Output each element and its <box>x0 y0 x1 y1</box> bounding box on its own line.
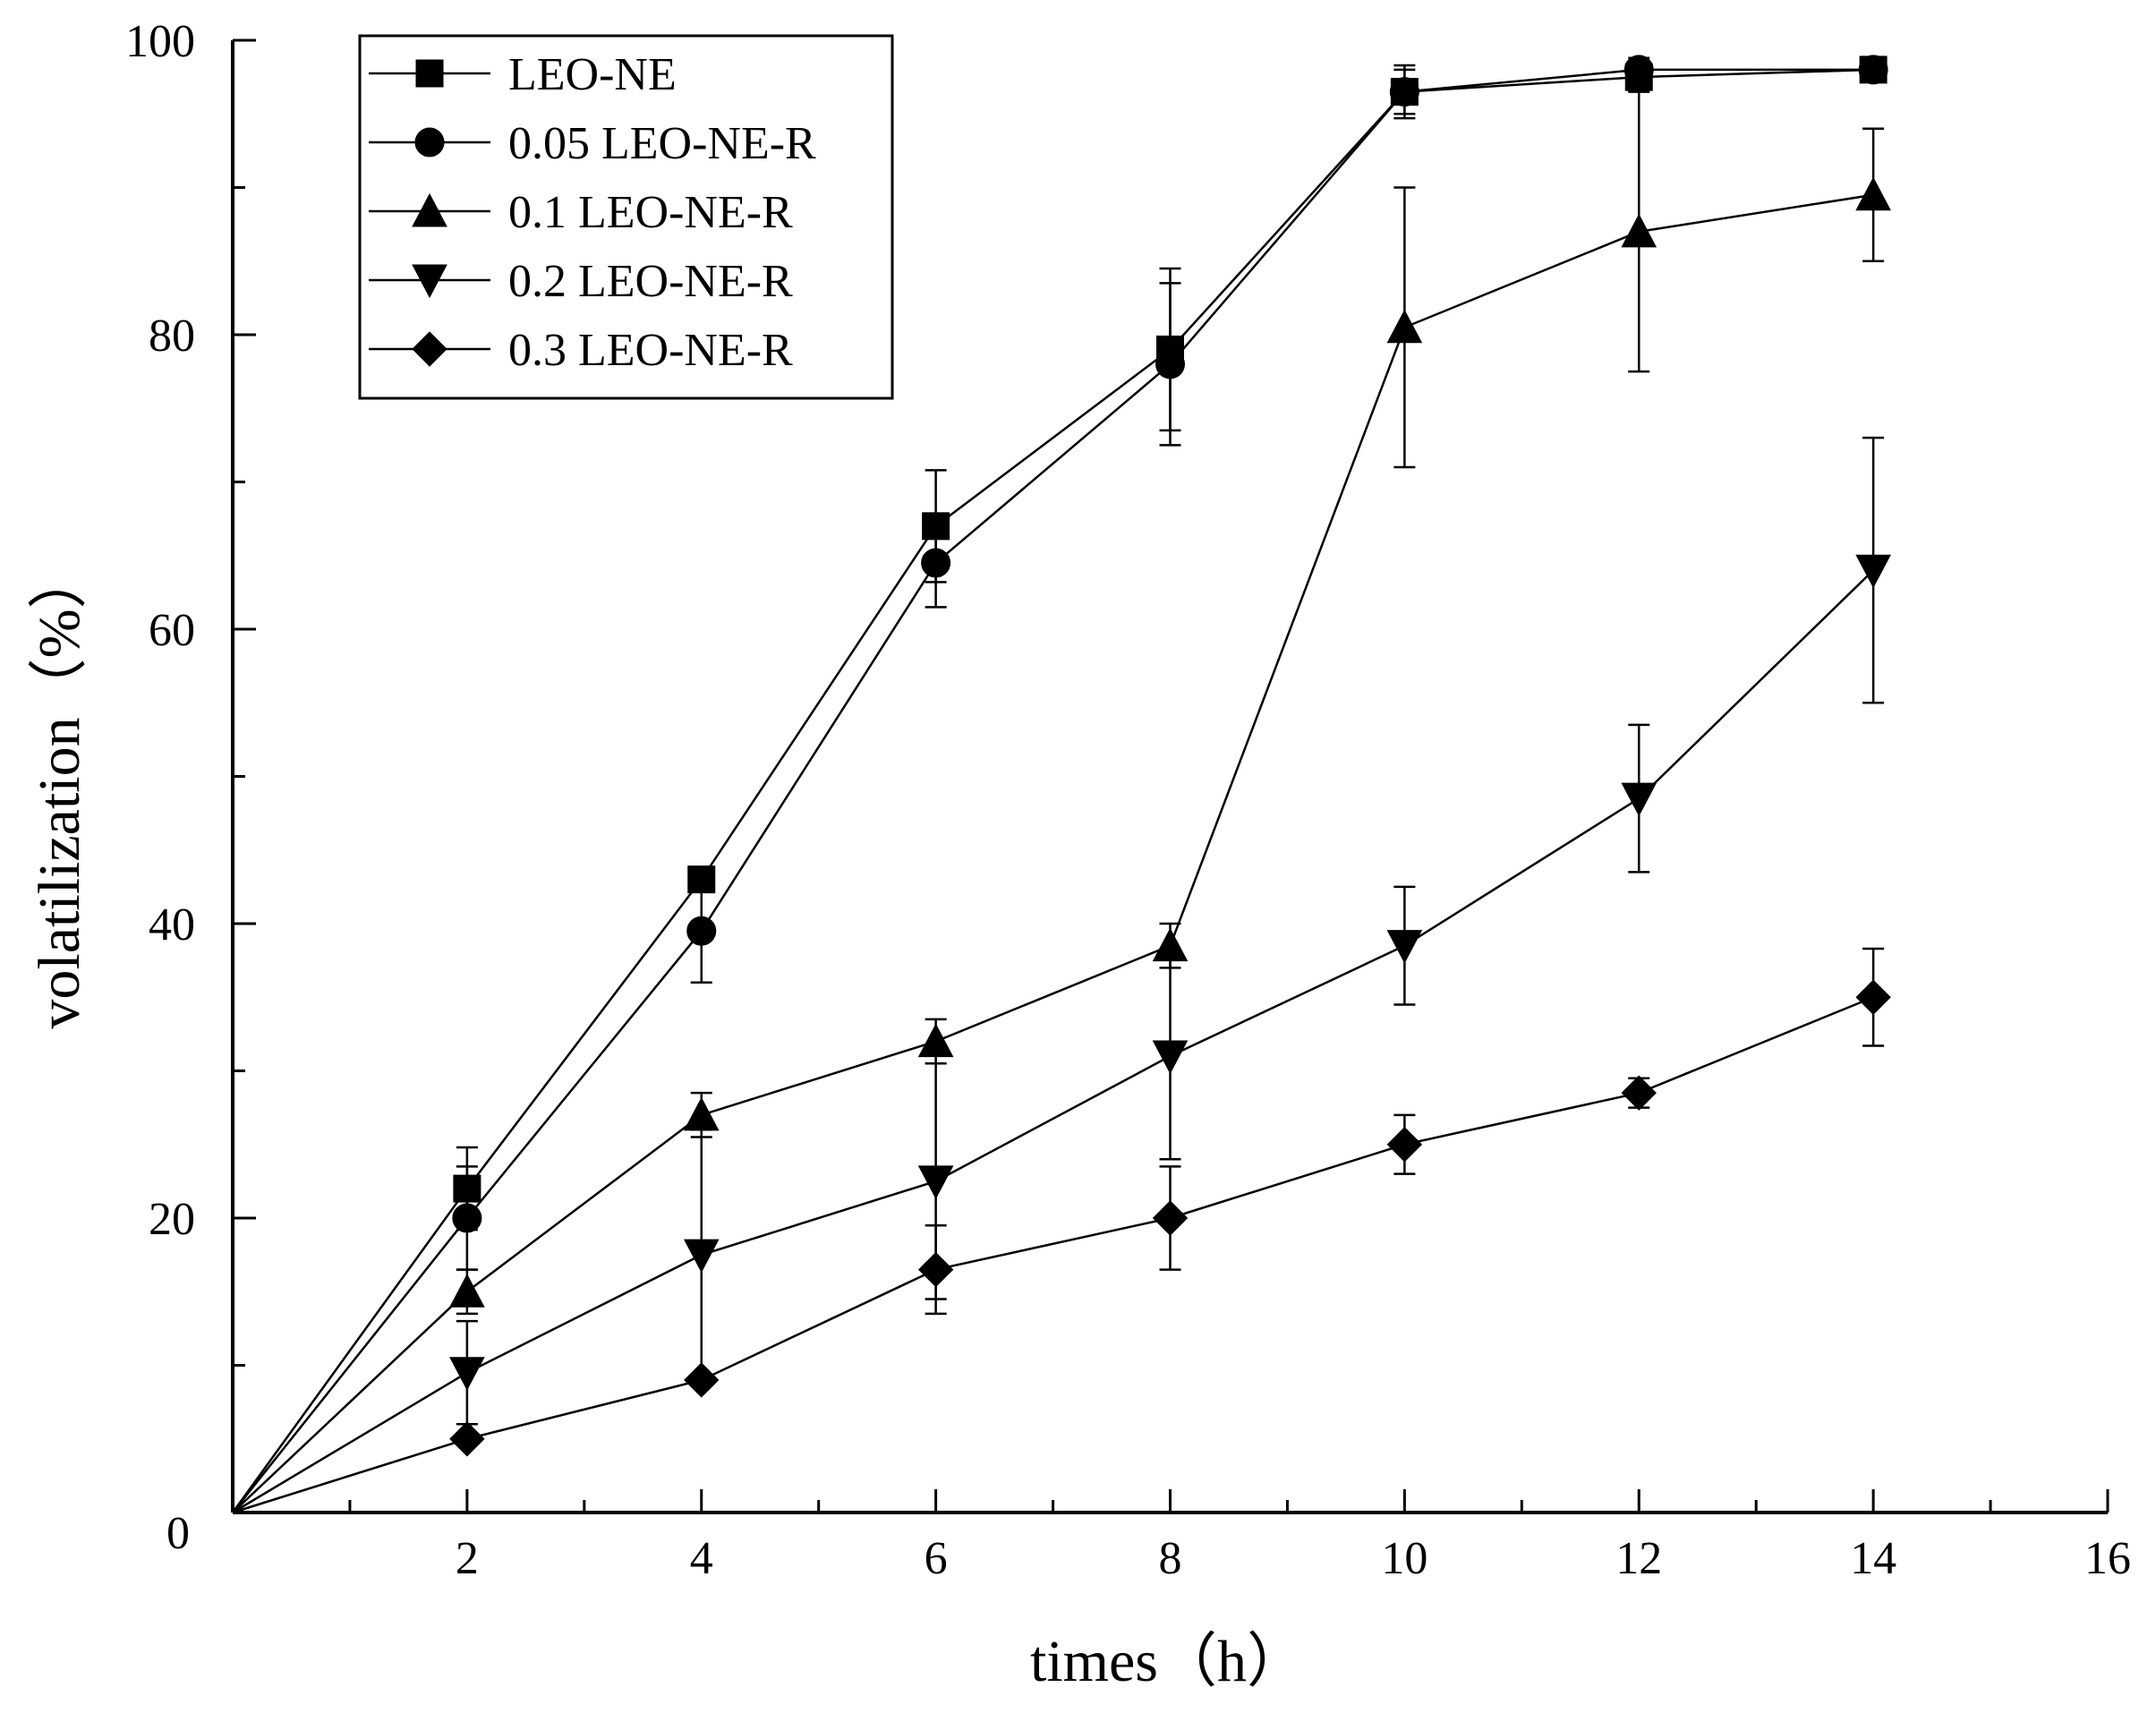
series-line <box>232 569 1874 1514</box>
legend-label: LEO-NE <box>508 49 677 100</box>
x-axis-title: times（h） <box>1030 1629 1306 1694</box>
x-tick-label: 16 <box>2084 1533 2131 1584</box>
legend-marker <box>412 192 447 227</box>
x-tick-label: 8 <box>1159 1533 1182 1584</box>
legend-marker <box>414 127 445 158</box>
data-point <box>449 1357 485 1391</box>
y-tick-label: 0 <box>166 1508 190 1559</box>
legend-entry-3: 0.2 LEO-NE-R <box>369 256 793 307</box>
legend-label: 0.1 LEO-NE-R <box>508 187 793 238</box>
data-point <box>917 1251 954 1288</box>
data-point <box>1621 782 1657 817</box>
y-axis-title: volatilization（%） <box>27 550 92 1028</box>
series-3 <box>232 436 1891 1514</box>
legend-marker <box>412 331 447 367</box>
data-point <box>452 1203 482 1233</box>
data-point <box>1855 979 1891 1015</box>
series-line <box>232 68 1874 1513</box>
x-tick-label: 4 <box>690 1533 713 1584</box>
series-line <box>232 193 1874 1513</box>
data-point <box>686 916 717 946</box>
legend-label: 0.2 LEO-NE-R <box>508 256 793 307</box>
y-tick-label: 20 <box>149 1194 195 1245</box>
x-tick-label: 12 <box>1615 1533 1662 1584</box>
legend: LEO-NE 0.05 LEO-NE-R 0.1 LEO-NE-R 0.2 LEO-N… <box>358 34 894 400</box>
data-point <box>1623 55 1654 85</box>
data-point <box>1155 349 1185 379</box>
legend-entry-2: 0.1 LEO-NE-R <box>369 187 793 238</box>
y-tick-label: 100 <box>125 16 195 67</box>
data-point <box>917 1165 954 1199</box>
legend-marker <box>412 264 447 299</box>
data-point <box>1386 930 1423 964</box>
series-line <box>231 68 1874 1513</box>
x-tick-label: 10 <box>1381 1533 1427 1584</box>
data-point <box>1621 1075 1657 1111</box>
series-line <box>232 996 1874 1514</box>
data-point <box>1386 309 1423 344</box>
legend-label: 0.05 LEO-NE-R <box>508 118 816 169</box>
legend-box <box>358 34 894 400</box>
legend-label: 0.3 LEO-NE-R <box>508 325 793 376</box>
data-point <box>1152 1200 1189 1236</box>
x-tick-label: 14 <box>1850 1533 1896 1584</box>
y-tick-label: 80 <box>149 311 195 362</box>
data-point <box>1858 55 1888 85</box>
plot-area <box>231 55 1891 1514</box>
y-tick-label: 40 <box>149 899 195 950</box>
legend-marker <box>415 59 444 88</box>
data-point <box>1855 554 1891 589</box>
data-point <box>449 1421 485 1457</box>
data-point <box>1621 213 1657 248</box>
legend-entry-0: LEO-NE <box>369 49 677 100</box>
x-tick-label: 6 <box>925 1533 948 1584</box>
series-4 <box>232 947 1891 1514</box>
x-tick-label: 2 <box>456 1533 479 1584</box>
series-1 <box>232 55 1888 1513</box>
data-point <box>683 1096 720 1131</box>
legend-entry-1: 0.05 LEO-NE-R <box>369 118 816 169</box>
data-point <box>1855 176 1891 211</box>
data-point <box>449 1274 485 1308</box>
legend-entry-4: 0.3 LEO-NE-R <box>369 325 793 376</box>
data-point <box>921 548 951 578</box>
y-tick-label: 60 <box>149 605 195 656</box>
data-point <box>684 1362 720 1398</box>
data-point <box>1386 1127 1423 1163</box>
data-point <box>917 1023 954 1058</box>
data-point <box>1152 1040 1189 1075</box>
data-point <box>1389 77 1419 107</box>
axes: 2 4 6 8 10 12 14 16 0 20 40 60 80 100 <box>125 16 2131 1584</box>
data-point <box>683 1239 720 1274</box>
